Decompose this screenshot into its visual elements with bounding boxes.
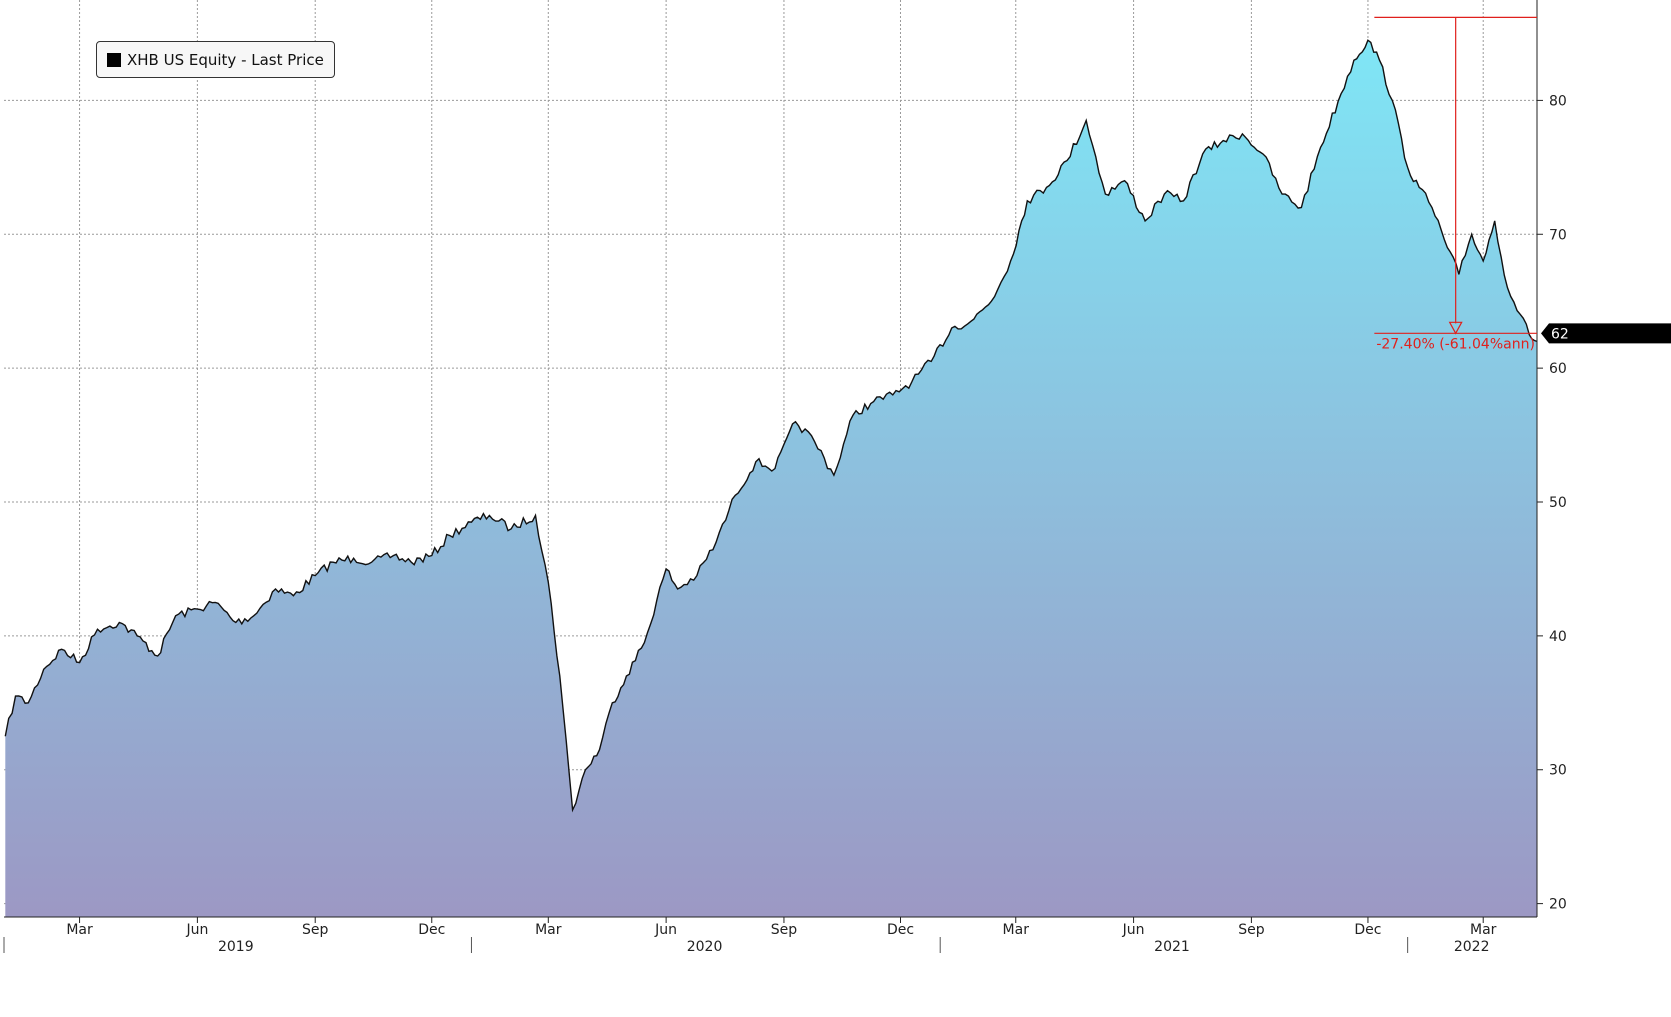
- x-tick-label: Sep: [1238, 922, 1265, 938]
- x-tick-label: Mar: [535, 922, 562, 938]
- year-label: 2020: [687, 939, 723, 955]
- legend: XHB US Equity - Last Price: [96, 41, 335, 78]
- y-tick-label: 40: [1549, 629, 1567, 645]
- last-price-tag: 62: [1541, 323, 1671, 344]
- y-tick-label: 20: [1549, 897, 1567, 913]
- x-tick-label: Dec: [887, 922, 914, 938]
- y-tick-label: 70: [1549, 227, 1567, 243]
- x-tick-label: Sep: [771, 922, 798, 938]
- y-tick-label: 80: [1549, 93, 1567, 109]
- x-tick-label: Jun: [654, 922, 677, 938]
- price-line: [4, 39, 1538, 813]
- drawdown-annotation: -27.40% (-61.04%ann) 62: [1374, 16, 1671, 352]
- last-price-value: 62: [1551, 326, 1569, 342]
- x-tick-label: Mar: [1470, 922, 1497, 938]
- year-label: 2022: [1454, 939, 1490, 955]
- axes: 20 30 40 50 60 70 80 Mar Jun Sep Dec Mar Jun Sep Dec Ma…: [3, 0, 1567, 955]
- y-tick-label: 30: [1549, 763, 1567, 779]
- drawdown-label: -27.40% (-61.04%ann): [1376, 336, 1535, 352]
- x-tick-label: Sep: [302, 922, 329, 938]
- legend-label: XHB US Equity - Last Price: [127, 50, 324, 69]
- x-tick-label: Mar: [1003, 922, 1030, 938]
- drawdown-arrow-head: [1448, 321, 1463, 335]
- x-tick-label: Mar: [66, 922, 93, 938]
- y-tick-label: 50: [1549, 495, 1567, 511]
- x-tick-label: Jun: [185, 922, 208, 938]
- x-tick-label: Dec: [418, 922, 445, 938]
- legend-swatch: [107, 52, 121, 67]
- x-tick-label: Dec: [1354, 922, 1381, 938]
- y-tick-label: 60: [1549, 361, 1567, 377]
- price-area-fill: [5, 40, 1537, 917]
- x-tick-label: Jun: [1122, 922, 1145, 938]
- last-price-tag-bg: [1541, 323, 1671, 344]
- year-label: 2021: [1154, 939, 1190, 955]
- year-label: 2019: [218, 939, 254, 955]
